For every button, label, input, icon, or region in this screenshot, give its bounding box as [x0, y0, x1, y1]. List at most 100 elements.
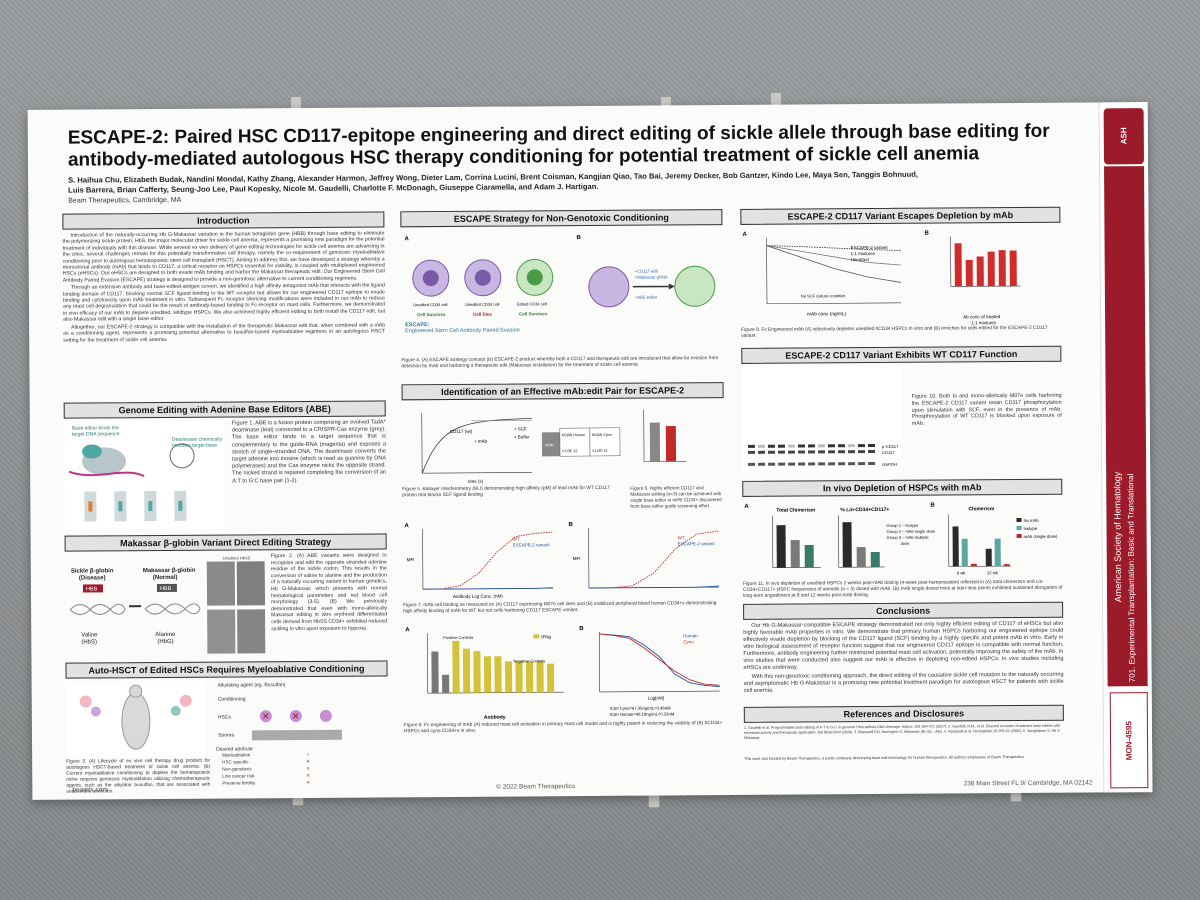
svg-text:<1.0E-12: <1.0E-12: [562, 449, 578, 453]
svg-text:12 wk: 12 wk: [987, 570, 999, 575]
svg-text:HSCs: HSCs: [218, 715, 232, 721]
cell-2: [464, 259, 502, 297]
escape-strategy-section: A B Unedited CD34 cell Unedited CD34 cel…: [400, 228, 723, 358]
svg-text:1:1 mixtures: 1:1 mixtures: [971, 320, 997, 325]
section-header: ESCAPE-2 CD117 Variant Escapes Depletion…: [740, 206, 1061, 225]
svg-text:mAb (single dose): mAb (single dose): [1024, 534, 1058, 539]
svg-text:Negative Controls: Negative Controls: [513, 658, 545, 663]
svg-text:Unedited: Unedited: [851, 257, 870, 262]
svg-text:Antibody Log Conc. (nM): Antibody Log Conc. (nM): [453, 594, 503, 599]
chimerism-bar: [776, 525, 786, 568]
svg-text:Positive Controls: Positive Controls: [443, 635, 473, 640]
svg-text:(HbG): (HbG): [157, 639, 173, 645]
svg-text:GAPDH: GAPDH: [882, 462, 897, 467]
svg-text:HBB: HBB: [86, 586, 98, 592]
conference-side-strip: ASH American Society of Hematology 701. …: [1098, 102, 1153, 793]
long-term-chimerism-bar: [1003, 564, 1010, 567]
series-line: [599, 633, 720, 686]
section-header: Identification of an Effective mAb:edit …: [401, 382, 724, 401]
series-line: [422, 587, 553, 590]
figure-8-caption: Figure 8. Fc engineering of mAb (A) redu…: [403, 721, 723, 735]
hex-release-bar: [442, 674, 450, 694]
svg-text:+ mAb: + mAb: [474, 439, 488, 444]
series-line: [422, 531, 553, 590]
bli-section: CD117 (wt) + mAb + SCF + Buffer time (s)…: [402, 401, 725, 509]
series-line: [766, 245, 901, 266]
blot-band: [778, 462, 786, 466]
board-number: MON-4595: [1109, 692, 1149, 789]
svg-text:✕: ✕: [306, 766, 310, 771]
blot-band: [818, 462, 826, 466]
hex-release-bar: [504, 661, 513, 693]
fc-section: A B IFNg Positive Controls Negative Cont…: [403, 621, 726, 723]
svg-text:B: B: [930, 503, 935, 509]
svg-text:+ SCF: + SCF: [514, 426, 527, 431]
figure-9-caption: Figure 9. Fc Engineered mAb (A) selectiv…: [741, 325, 1048, 339]
svg-text:WT: WT: [513, 536, 520, 541]
blot-band: [768, 462, 776, 466]
hex-release-bar: [431, 651, 439, 694]
svg-text:+ABE editor: +ABE editor: [635, 295, 658, 300]
figure-2-caption: Figure 2. (A) ABE variants were designed…: [270, 552, 388, 632]
svg-text:Conditioning: Conditioning: [218, 696, 246, 702]
wt-function-section: p-CD117 CD117 GAPDH Figure 10. Both bi a…: [741, 365, 1062, 475]
svg-text:✕: ✕: [306, 759, 310, 764]
series-line: [599, 633, 720, 687]
bli-x-label: time (s): [468, 479, 484, 484]
blot-band: [818, 450, 826, 454]
intro-paragraph: Altogether, our ESCAPE-2 strategy is com…: [63, 322, 386, 344]
svg-text:HBB: HBB: [160, 586, 172, 592]
footer-website: beamtx.com: [72, 786, 108, 794]
svg-text:Unedited CD34 cell: Unedited CD34 cell: [413, 302, 448, 307]
section-header: In vivo Depletion of HSPCs with mAb: [742, 478, 1063, 497]
svg-text:mAb: mAb: [545, 442, 554, 447]
column-1: Introduction Introduction of the natural…: [62, 211, 388, 795]
svg-text:(HbS): (HbS): [81, 639, 97, 645]
svg-text:KD(M) Cyno: KD(M) Cyno: [592, 433, 612, 437]
section-header: References and Disclosures: [743, 704, 1064, 723]
western-blot: p-CD117 CD117 GAPDH: [741, 365, 903, 473]
hspc-bar: [870, 551, 880, 568]
disclosure-text: This work was funded by Beam Therapeutic…: [744, 754, 1026, 761]
svg-text:modifies target base: modifies target base: [172, 443, 217, 449]
in-vivo-section: A B Total Chimerism % Lin-CD34+CD117+ Ch…: [742, 498, 1063, 582]
binding-section: A B WT ESCAPE-2 variant WT ESCAPE-2 vari…: [402, 517, 725, 603]
blot-band: [857, 444, 865, 448]
blot-band: [838, 450, 846, 454]
deaminase-shape: [81, 444, 102, 459]
svg-text:Alkylating agent (eg. Busulfan: Alkylating agent (eg. Busulfan): [218, 682, 286, 688]
svg-text:Valine: Valine: [81, 632, 98, 638]
edit-bar: [649, 422, 661, 462]
blot-band: [868, 462, 876, 466]
blot-band: [767, 444, 775, 448]
svg-text:No SCF culture condition: No SCF culture condition: [801, 293, 846, 298]
svg-text:CD117 (wt): CD117 (wt): [450, 429, 473, 434]
svg-text:Log[nM]: Log[nM]: [648, 695, 664, 700]
svg-text:Group 2 – mAb single dose: Group 2 – mAb single dose: [887, 529, 936, 534]
svg-text:Human: Human: [683, 633, 698, 638]
svg-text:Base editor binds the: Base editor binds the: [72, 425, 119, 431]
svg-text:Cell Survives: Cell Survives: [519, 311, 548, 316]
svg-text:KD(M) Human: KD(M) Human: [562, 433, 585, 437]
blot-band: [747, 444, 755, 448]
series-line: [588, 530, 719, 589]
hex-release-bar: [483, 656, 492, 693]
blot-band: [847, 444, 855, 448]
hex-release-bar: [515, 661, 523, 693]
svg-text:+ Buffer: + Buffer: [514, 434, 530, 439]
cd117-edit-bar: [965, 259, 973, 287]
svg-text:HSC specific: HSC specific: [222, 759, 249, 764]
editing-bar-chart: [643, 409, 687, 462]
patient-figure: [121, 692, 151, 750]
svg-text:Group 3 – mAb multiple: Group 3 – mAb multiple: [887, 535, 930, 540]
section-header: Makassar β-globin Variant Direct Editing…: [64, 533, 387, 552]
long-term-chimerism-bar: [961, 538, 968, 567]
svg-text:Cell Dies: Cell Dies: [473, 312, 493, 317]
svg-text:Alanine: Alanine: [155, 632, 176, 638]
svg-text:A: A: [744, 504, 749, 510]
svg-text:A: A: [405, 627, 410, 633]
svg-text:1:1 mixtures: 1:1 mixtures: [851, 251, 876, 256]
section-header: ESCAPE Strategy for Non-Genotoxic Condit…: [400, 209, 723, 228]
svg-text:ESCAPE-2 variant: ESCAPE-2 variant: [513, 542, 551, 547]
svg-text:✕: ✕: [306, 773, 310, 778]
